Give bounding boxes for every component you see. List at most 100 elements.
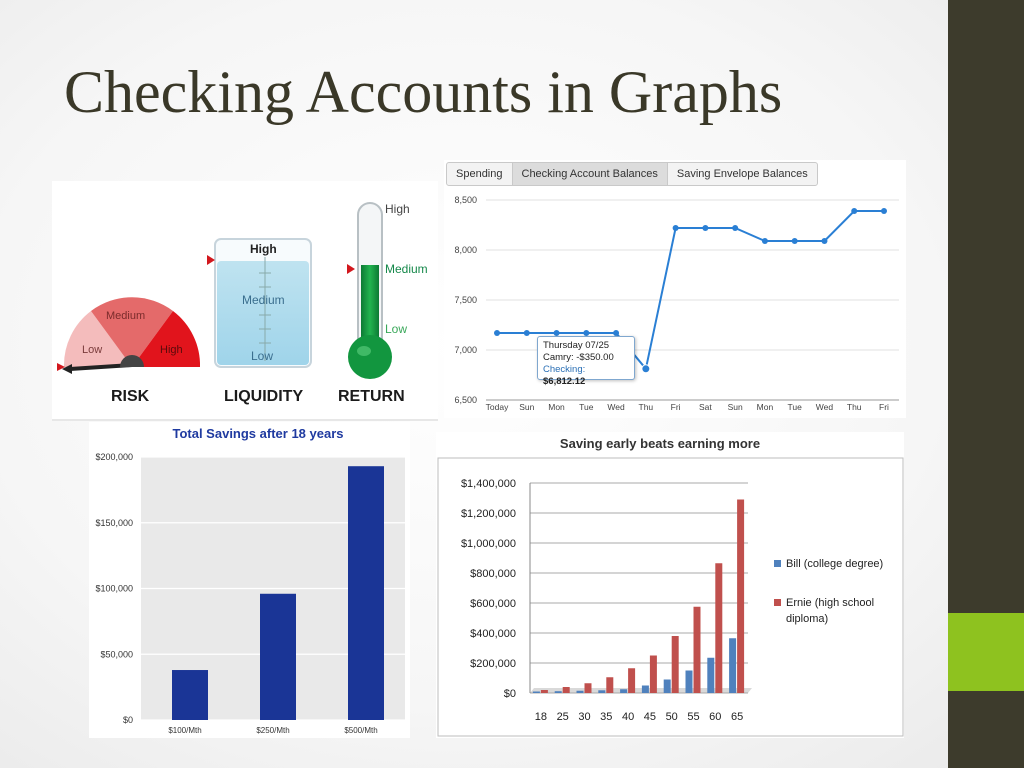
balance-point[interactable]	[791, 238, 798, 244]
gauge-label-medium: Medium	[106, 310, 145, 322]
bill-bar	[532, 691, 540, 693]
thermo-label-low: Low	[385, 322, 407, 336]
bill-bar	[620, 689, 628, 693]
balance-point[interactable]	[583, 330, 590, 336]
x-tick-label: Mon	[548, 402, 565, 412]
legend-label: Ernie (high school	[786, 597, 874, 609]
slide-title: Checking Accounts in Graphs	[64, 59, 783, 125]
x-tick-label: 45	[644, 711, 656, 723]
x-tick-label: Tue	[579, 402, 594, 412]
y-tick-label: 7,500	[454, 295, 477, 305]
savings-bar	[260, 593, 296, 720]
x-tick-label: Fri	[671, 402, 681, 412]
balance-point[interactable]	[553, 330, 560, 336]
balance-point[interactable]	[881, 208, 887, 214]
thermometer-highlight	[357, 346, 371, 356]
y-tick-label: $600,000	[470, 598, 516, 610]
y-tick-label: $0	[504, 688, 516, 700]
x-tick-label: $250/Mth	[256, 726, 289, 735]
saving-early-panel: Saving early beats earning more $1,400,0…	[436, 432, 904, 738]
savings-bar	[348, 466, 384, 720]
x-tick-label: Sun	[728, 402, 743, 412]
gauge-low-sector	[63, 311, 132, 367]
data-point-tooltip: Thursday 07/25 Camry: -$350.00 Checking:…	[537, 336, 635, 387]
ernie-bar	[628, 668, 636, 693]
tab-spending[interactable]: Spending	[447, 163, 513, 185]
gauge-medium-sector	[91, 297, 173, 367]
x-tick-label: 30	[578, 711, 590, 723]
x-tick-label: 55	[687, 711, 699, 723]
y-tick-label: $1,200,000	[461, 508, 516, 520]
x-tick-label: $500/Mth	[344, 726, 377, 735]
y-tick-label: $200,000	[95, 452, 133, 462]
y-tick-label: $1,000,000	[461, 538, 516, 550]
risk-liquidity-return-graphic: Low Medium High RISK High Medium Low LIQ…	[52, 202, 438, 421]
tab-checking-account-balances[interactable]: Checking Account Balances	[512, 163, 668, 185]
x-tick-label: 50	[666, 711, 678, 723]
tooltip-value: $6,812.12	[543, 376, 586, 387]
y-tick-label: $200,000	[470, 658, 516, 670]
balance-point[interactable]	[613, 330, 620, 336]
balance-point[interactable]	[761, 238, 768, 244]
y-tick-label: $1,400,000	[461, 478, 516, 490]
tab-saving-envelope-balances[interactable]: Saving Envelope Balances	[676, 168, 808, 180]
ernie-bar	[649, 655, 657, 693]
x-tick-label: Tue	[788, 402, 803, 412]
balance-point[interactable]	[672, 225, 679, 231]
checking-balance-panel: Spending Checking Account Balances Savin…	[444, 160, 906, 418]
liquidity-caption: LIQUIDITY	[224, 388, 303, 405]
gauge-needle-tip	[62, 364, 72, 374]
bill-bar	[663, 679, 671, 693]
thermometer-bulb	[348, 335, 392, 379]
tooltip-item: Camry: -$350.00	[543, 352, 614, 363]
y-tick-label: 7,000	[454, 345, 477, 355]
ernie-bar	[737, 499, 745, 693]
x-tick-label: Thu	[847, 402, 862, 412]
y-tick-label: $0	[123, 715, 133, 725]
tooltip-date: Thursday 07/25	[543, 340, 610, 351]
return-caption: RETURN	[338, 388, 405, 405]
y-tick-label: 6,500	[454, 395, 477, 405]
x-tick-label: Wed	[816, 402, 834, 412]
total-savings-bar-chart: Total Savings after 18 years $200,000 $15…	[95, 426, 405, 735]
bill-bar	[685, 670, 693, 693]
liquidity-marker	[207, 255, 215, 265]
x-tick-label: 18	[535, 711, 547, 723]
risk-gauge: Low Medium High RISK	[57, 297, 201, 405]
gauge-label-high: High	[160, 344, 183, 356]
bill-bar	[576, 690, 584, 693]
x-tick-label: 25	[557, 711, 569, 723]
risk-marker	[57, 363, 65, 371]
balance-point[interactable]	[821, 238, 828, 244]
ernie-bar	[693, 606, 701, 693]
ernie-bar	[715, 563, 723, 693]
y-tick-label: $400,000	[470, 628, 516, 640]
ernie-bar	[606, 677, 614, 693]
x-tick-label: Wed	[607, 402, 625, 412]
return-marker	[347, 264, 355, 274]
legend-label: diploma)	[786, 613, 828, 625]
balance-point[interactable]	[494, 330, 500, 336]
ernie-bar	[540, 690, 548, 693]
y-tick-label: $50,000	[100, 649, 133, 659]
legend-swatch	[774, 560, 781, 567]
beaker-label-high: High	[250, 242, 277, 256]
balance-point[interactable]	[732, 225, 739, 231]
early-chart-title: Saving early beats earning more	[560, 436, 760, 451]
gauge-label-low: Low	[82, 344, 102, 356]
chart-tabs: Spending Checking Account Balances Savin…	[446, 162, 818, 186]
checking-balance-line-chart: 8,500 8,000 7,500 7,000 6,500 Today Sun Mon Tue W…	[454, 195, 899, 412]
x-tick-label: 35	[600, 711, 612, 723]
balance-point[interactable]	[523, 330, 530, 336]
risk-caption: RISK	[111, 388, 150, 405]
balance-point[interactable]	[641, 364, 651, 374]
gauge-hub	[120, 355, 144, 367]
bill-bar	[641, 685, 649, 693]
x-tick-label: Thu	[639, 402, 654, 412]
beaker-label-medium: Medium	[242, 293, 285, 307]
liquidity-beaker: High Medium Low LIQUIDITY	[207, 238, 312, 405]
balance-point[interactable]	[702, 225, 709, 231]
ernie-bar	[562, 687, 570, 693]
legend-label: Bill (college degree)	[786, 558, 883, 570]
balance-point[interactable]	[851, 208, 858, 214]
